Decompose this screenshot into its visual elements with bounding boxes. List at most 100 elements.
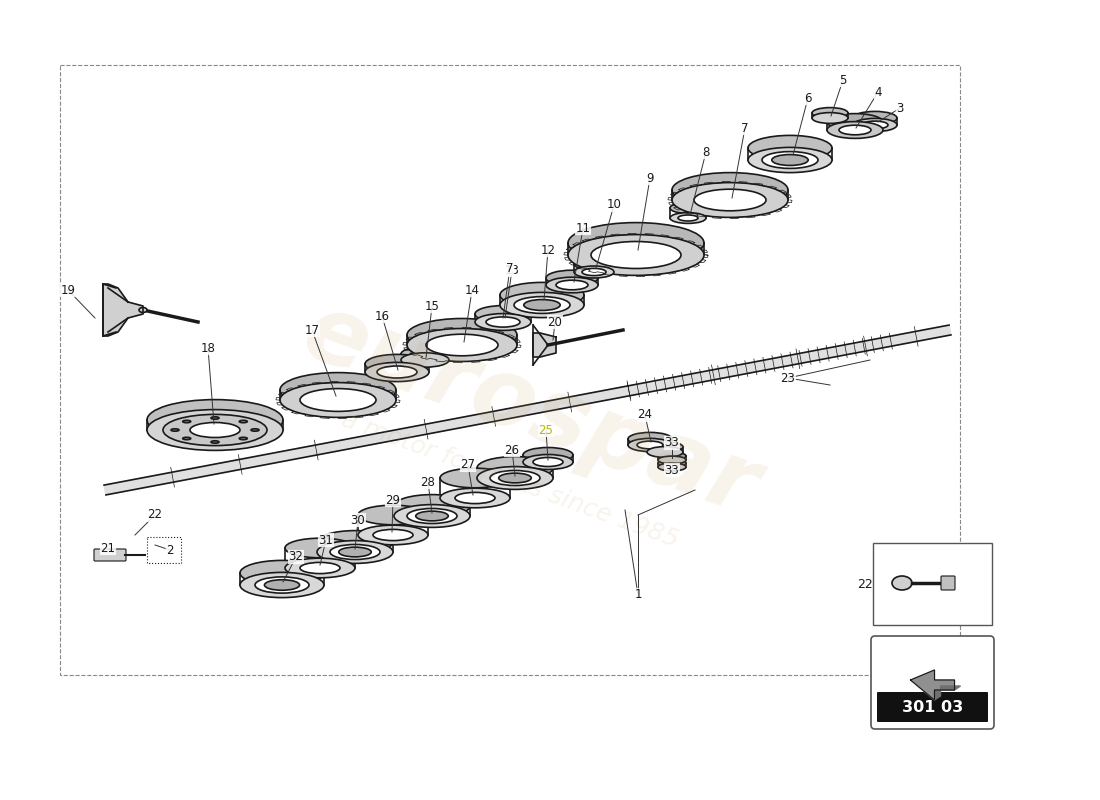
- Ellipse shape: [402, 353, 449, 367]
- Ellipse shape: [285, 538, 355, 558]
- Text: 301 03: 301 03: [902, 699, 964, 714]
- Text: 10: 10: [606, 198, 621, 211]
- Ellipse shape: [534, 458, 563, 466]
- Ellipse shape: [330, 545, 380, 559]
- Ellipse shape: [672, 173, 788, 207]
- Polygon shape: [534, 333, 556, 357]
- Text: 28: 28: [420, 475, 436, 489]
- Text: 16: 16: [374, 310, 389, 322]
- Polygon shape: [103, 284, 143, 336]
- Ellipse shape: [658, 459, 686, 467]
- Ellipse shape: [339, 547, 372, 557]
- Ellipse shape: [394, 494, 470, 518]
- Ellipse shape: [647, 442, 683, 452]
- Text: eurospar: eurospar: [290, 285, 770, 535]
- Text: 11: 11: [575, 222, 591, 234]
- Ellipse shape: [556, 280, 588, 290]
- Ellipse shape: [827, 114, 883, 130]
- Ellipse shape: [582, 268, 606, 275]
- Ellipse shape: [694, 190, 766, 210]
- Ellipse shape: [852, 118, 896, 131]
- Text: 29: 29: [385, 494, 400, 506]
- Ellipse shape: [772, 154, 808, 166]
- Ellipse shape: [670, 213, 706, 223]
- Text: 15: 15: [425, 299, 439, 313]
- Ellipse shape: [373, 530, 412, 541]
- Text: 24: 24: [638, 409, 652, 422]
- Ellipse shape: [852, 111, 896, 125]
- Ellipse shape: [317, 541, 393, 563]
- Ellipse shape: [827, 122, 883, 138]
- Text: 31: 31: [319, 534, 333, 546]
- Ellipse shape: [416, 511, 449, 521]
- Ellipse shape: [658, 463, 686, 471]
- Polygon shape: [104, 325, 950, 495]
- Ellipse shape: [522, 454, 573, 470]
- Ellipse shape: [163, 414, 267, 446]
- Ellipse shape: [183, 438, 190, 440]
- Ellipse shape: [251, 429, 258, 431]
- Ellipse shape: [574, 258, 614, 270]
- Ellipse shape: [139, 307, 147, 313]
- Ellipse shape: [647, 446, 683, 458]
- Text: 22: 22: [147, 509, 163, 522]
- Ellipse shape: [658, 456, 686, 464]
- Ellipse shape: [211, 417, 219, 419]
- Text: 13: 13: [505, 263, 519, 277]
- Text: 7: 7: [741, 122, 749, 134]
- Ellipse shape: [358, 525, 428, 545]
- Ellipse shape: [500, 282, 584, 308]
- Ellipse shape: [407, 509, 456, 523]
- Ellipse shape: [255, 577, 309, 593]
- Text: 2: 2: [166, 543, 174, 557]
- FancyBboxPatch shape: [873, 543, 992, 625]
- Ellipse shape: [285, 558, 355, 578]
- Text: 1: 1: [635, 589, 641, 602]
- Ellipse shape: [365, 354, 429, 374]
- Ellipse shape: [407, 318, 517, 351]
- Text: 5: 5: [839, 74, 847, 86]
- Ellipse shape: [839, 126, 871, 134]
- Ellipse shape: [574, 266, 614, 278]
- Ellipse shape: [475, 314, 531, 330]
- Ellipse shape: [678, 215, 698, 221]
- Text: 12: 12: [540, 243, 556, 257]
- Ellipse shape: [240, 573, 324, 598]
- Ellipse shape: [812, 113, 848, 123]
- Ellipse shape: [670, 202, 706, 214]
- Text: 27: 27: [461, 458, 475, 471]
- Text: 33: 33: [664, 437, 680, 450]
- Text: 17: 17: [305, 323, 319, 337]
- Ellipse shape: [568, 222, 704, 263]
- Text: 23: 23: [781, 371, 795, 385]
- Ellipse shape: [628, 432, 672, 446]
- Ellipse shape: [658, 452, 686, 460]
- Text: 26: 26: [505, 443, 519, 457]
- Polygon shape: [911, 670, 955, 700]
- Ellipse shape: [300, 389, 376, 411]
- Ellipse shape: [280, 382, 396, 418]
- Ellipse shape: [475, 306, 531, 322]
- Ellipse shape: [365, 362, 429, 382]
- Polygon shape: [935, 686, 960, 700]
- Text: 18: 18: [200, 342, 216, 354]
- FancyBboxPatch shape: [94, 549, 126, 561]
- Ellipse shape: [748, 135, 832, 161]
- Text: 9: 9: [647, 171, 653, 185]
- Text: 8: 8: [702, 146, 710, 158]
- Text: 3: 3: [896, 102, 904, 114]
- Ellipse shape: [147, 399, 283, 440]
- Ellipse shape: [862, 121, 888, 129]
- Text: 33: 33: [664, 463, 680, 477]
- Ellipse shape: [190, 422, 240, 438]
- Ellipse shape: [628, 438, 672, 451]
- Ellipse shape: [812, 108, 848, 118]
- Ellipse shape: [672, 182, 788, 218]
- Ellipse shape: [147, 410, 283, 450]
- Ellipse shape: [426, 334, 498, 356]
- Ellipse shape: [358, 506, 428, 525]
- Text: 6: 6: [804, 91, 812, 105]
- FancyBboxPatch shape: [871, 636, 994, 729]
- Ellipse shape: [490, 470, 540, 486]
- Ellipse shape: [500, 292, 584, 318]
